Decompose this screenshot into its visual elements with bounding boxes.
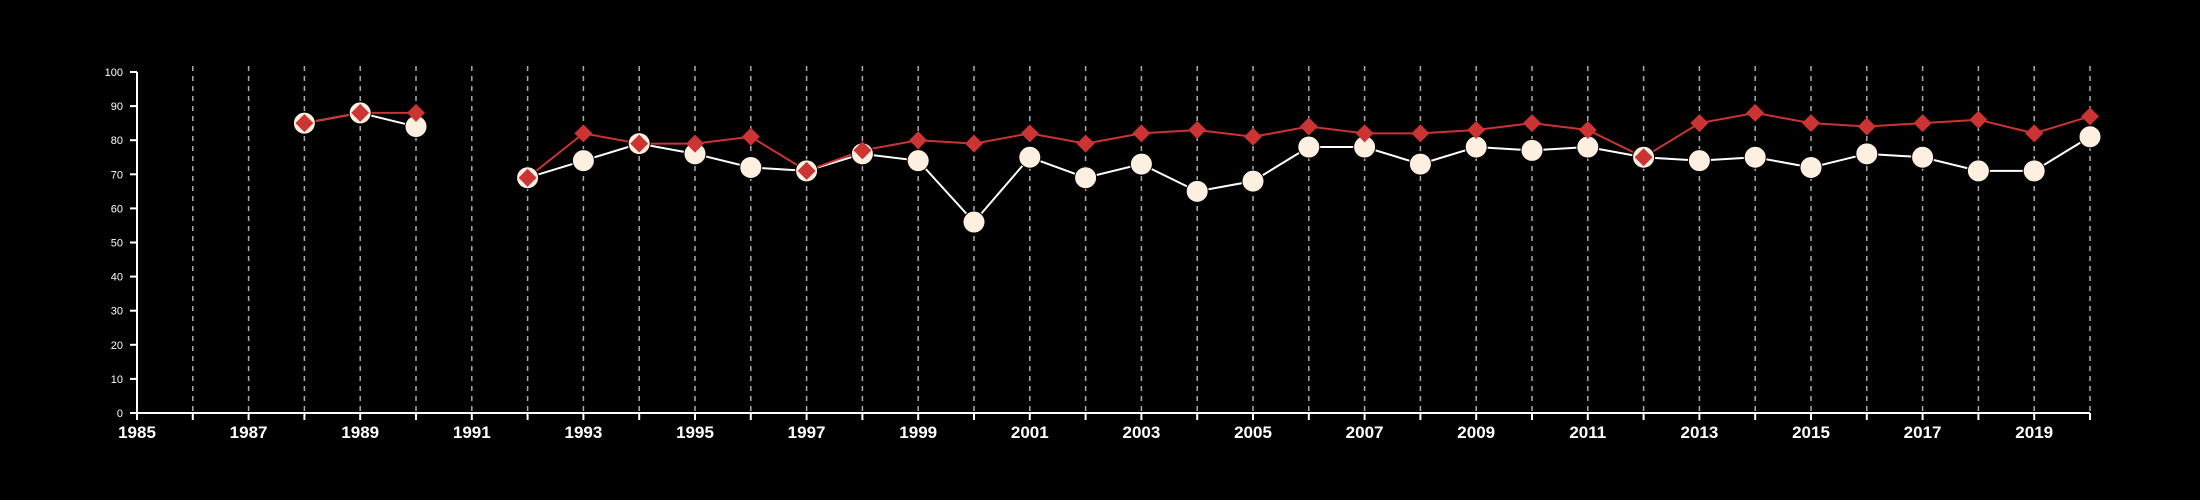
x-tick-label: 1993 — [564, 423, 602, 442]
x-tick-label: 2007 — [1346, 423, 1384, 442]
data-point-circle — [1241, 169, 1265, 193]
data-point-circle — [1799, 155, 1823, 179]
data-point-circle — [2022, 159, 2046, 183]
x-tick-label: 1991 — [453, 423, 491, 442]
x-tick-label: 1989 — [341, 423, 379, 442]
data-point-circle — [739, 155, 763, 179]
x-tick-label: 1997 — [788, 423, 826, 442]
data-point-circle — [906, 149, 930, 173]
gridlines — [192, 66, 2091, 413]
x-tick-label: 2017 — [1904, 423, 1942, 442]
data-point-diamond — [797, 161, 816, 180]
data-point-diamond — [686, 134, 704, 153]
data-point-circle — [1687, 149, 1711, 173]
x-tick-label: 1999 — [899, 423, 937, 442]
y-tick-label: 20 — [111, 340, 123, 352]
data-point-diamond — [1467, 120, 1486, 139]
data-point-circle — [1185, 179, 1209, 203]
data-point-diamond — [1523, 114, 1541, 133]
series — [292, 101, 2102, 234]
data-point-diamond — [574, 124, 593, 143]
data-point-circle — [571, 149, 595, 173]
x-tick-label: 1985 — [118, 423, 156, 442]
x-tick-label: 2019 — [2015, 423, 2053, 442]
data-point-circle — [1297, 135, 1321, 159]
data-point-diamond — [351, 103, 370, 122]
data-point-diamond — [1969, 110, 1988, 129]
data-point-diamond — [1076, 134, 1095, 153]
y-tick-label: 90 — [111, 101, 123, 113]
data-point-diamond — [295, 114, 314, 133]
data-point-circle — [2078, 125, 2102, 149]
data-point-circle — [1911, 145, 1935, 169]
data-point-circle — [1520, 138, 1544, 162]
data-point-circle — [962, 210, 986, 234]
data-point-diamond — [965, 134, 983, 153]
data-point-circle — [1464, 135, 1488, 159]
data-point-diamond — [1132, 124, 1151, 143]
data-point-diamond — [1857, 117, 1876, 136]
data-point-diamond — [2025, 124, 2044, 143]
y-tick-label: 100 — [105, 67, 123, 79]
y-tick-label: 70 — [111, 169, 123, 181]
data-point-diamond — [1299, 117, 1318, 136]
axes: 0 10 20 30 40 50 60 70 80 90 100 1985 1987 1989 1991 19… — [105, 67, 2091, 442]
x-tick-label: 2003 — [1122, 423, 1160, 442]
data-point-circle — [1576, 135, 1600, 159]
y-tick-label: 80 — [111, 135, 123, 147]
data-point-circle — [1074, 166, 1098, 190]
data-point-diamond — [741, 127, 760, 146]
data-point-diamond — [1913, 114, 1932, 133]
y-tick-label: 30 — [111, 306, 123, 318]
x-tick-label: 2009 — [1457, 423, 1495, 442]
x-tick-label: 2015 — [1792, 423, 1830, 442]
x-tick-label: 2013 — [1680, 423, 1718, 442]
x-tick-label: 1995 — [676, 423, 714, 442]
data-point-circle — [1018, 145, 1042, 169]
data-point-diamond — [1355, 124, 1374, 143]
y-tick-label: 10 — [111, 374, 123, 386]
data-point-diamond — [630, 134, 649, 153]
data-point-circle — [1129, 152, 1153, 176]
y-tick-label: 0 — [117, 408, 123, 420]
data-point-diamond — [1578, 120, 1597, 139]
data-point-diamond — [1188, 120, 1207, 139]
data-point-diamond — [1690, 114, 1709, 133]
data-point-diamond — [407, 103, 425, 122]
x-tick-label: 1987 — [230, 423, 268, 442]
y-tick-label: 40 — [111, 272, 123, 284]
x-tick-label: 2005 — [1234, 423, 1272, 442]
data-point-circle — [1966, 159, 1990, 183]
data-point-diamond — [909, 131, 928, 150]
x-tick-label: 2011 — [1569, 423, 1606, 442]
data-point-diamond — [1634, 148, 1653, 167]
data-point-diamond — [1020, 124, 1039, 143]
y-tick-label: 50 — [111, 238, 123, 250]
y-tick-label: 60 — [111, 203, 123, 215]
data-point-circle — [1855, 142, 1879, 166]
data-point-diamond — [518, 168, 537, 187]
data-point-diamond — [1746, 103, 1765, 122]
x-tick-label: 2001 — [1011, 423, 1049, 442]
data-point-circle — [1408, 152, 1432, 176]
data-point-diamond — [1244, 127, 1262, 146]
data-point-circle — [1743, 145, 1767, 169]
data-point-diamond — [1802, 114, 1820, 133]
data-point-diamond — [2081, 107, 2099, 126]
data-point-diamond — [1411, 124, 1430, 143]
data-point-diamond — [853, 141, 872, 160]
